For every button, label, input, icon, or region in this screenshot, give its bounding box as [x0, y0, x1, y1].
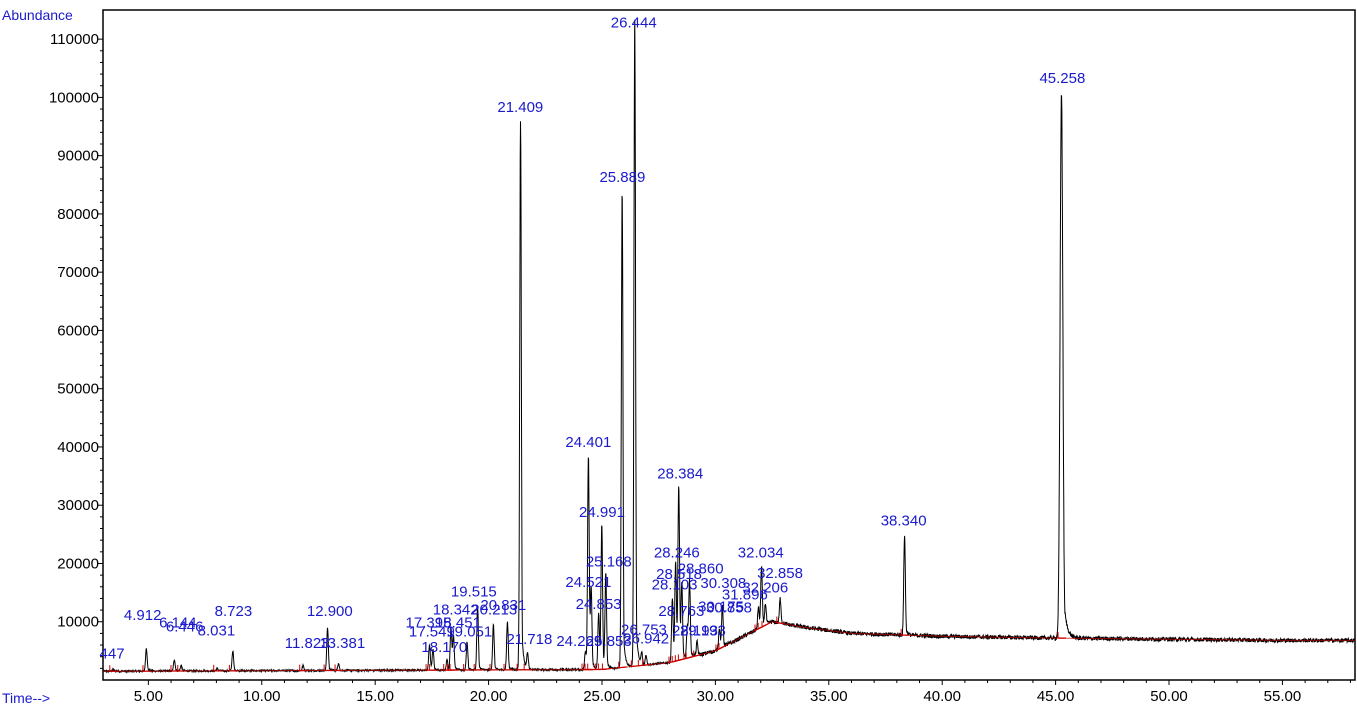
y-tick-label-10: 110000 [50, 31, 99, 48]
peak-label-31: 28.246 [654, 545, 700, 562]
baseline-layer [102, 616, 1355, 672]
peak-label-36: 28.763 [658, 603, 704, 620]
peak-label-24: 24.991 [579, 504, 625, 521]
peak-label-22: 24.521 [565, 574, 611, 591]
axis-layer: 5.00 10.00 15.00 20.00 25.00 30.00 35.00 40.00 4… [49, 31, 1351, 705]
peak-label-10: 17.549 [409, 623, 455, 640]
peak-label-7: 13.381 [319, 635, 365, 652]
plot-frame [102, 9, 1356, 681]
y-tick-label-4: 50000 [57, 381, 99, 398]
peak-label-26: 25.853 [586, 633, 632, 650]
peak-label-5: 8.723 [215, 603, 253, 620]
peak-label-37: 28.193 [672, 623, 718, 640]
peak-label-9: 17.395 [406, 615, 452, 632]
peak-label-25: 25.168 [586, 553, 632, 570]
baseline-curve [102, 621, 1355, 672]
peak-label-1: 4.912 [124, 607, 162, 624]
peak-label-12: 18.342 [433, 602, 479, 619]
x-tick-label-2: 15.00 [356, 688, 394, 705]
peak-label-20: 24.269 [556, 633, 602, 650]
peak-label-39: 30.308 [700, 575, 746, 592]
peak-label-40: 30.175 [698, 598, 744, 615]
y-tick-label-2: 30000 [57, 497, 99, 514]
peak-label-44: 32.206 [742, 580, 788, 597]
y-tick-label-6: 70000 [57, 264, 99, 281]
peak-label-19: 21.718 [506, 631, 552, 648]
peak-label-42: 31.896 [722, 587, 768, 604]
peak-label-17: 20.831 [480, 597, 526, 614]
x-tick-label-9: 50.00 [1150, 688, 1188, 705]
peak-label-6: 11.823 [285, 635, 330, 652]
peak-label-18: 21.409 [497, 99, 543, 116]
peak-label-0: 447 [100, 645, 125, 662]
peak-label-4: 8.031 [198, 623, 236, 640]
peak-label-41: 30.858 [706, 599, 752, 616]
peak-label-23: 24.853 [576, 596, 622, 613]
x-axis-title: Time--> [2, 690, 50, 706]
x-tick-label-4: 25.00 [583, 688, 621, 705]
peak-label-16: 20.213 [471, 602, 517, 619]
peak-label-30: 26.942 [623, 630, 669, 647]
peak-label-13: 18.451 [435, 615, 481, 632]
peak-label-8: 12.900 [307, 603, 353, 620]
x-tick-label-3: 20.00 [470, 688, 508, 705]
peak-label-21: 24.401 [565, 434, 611, 451]
peak-label-15: 19.515 [451, 584, 497, 601]
peak-label-47: 45.258 [1039, 70, 1085, 87]
plot-border [102, 9, 1356, 681]
peak-label-32: 28.384 [657, 465, 703, 482]
y-tick-label-8: 90000 [57, 148, 99, 165]
y-tick-label-5: 60000 [57, 322, 99, 339]
peak-label-27: 25.889 [599, 169, 645, 186]
peak-label-3: 6.446 [166, 619, 204, 636]
peak-label-38: 29.193 [680, 623, 726, 640]
peak-label-14: 19.051 [446, 623, 492, 640]
y-tick-label-1: 20000 [57, 555, 99, 572]
y-axis-title: Abundance [2, 7, 73, 23]
peak-label-46: 38.340 [881, 513, 927, 530]
x-tick-label-10: 55.00 [1264, 688, 1302, 705]
y-tick-label-0: 10000 [57, 614, 99, 631]
peak-label-28: 26.444 [611, 14, 657, 31]
peak-label-29: 26.753 [621, 622, 667, 639]
peak-label-43: 32.034 [738, 545, 784, 562]
x-tick-label-0: 5.00 [134, 688, 163, 705]
x-tick-label-8: 45.00 [1037, 688, 1075, 705]
y-tick-label-7: 80000 [57, 206, 99, 223]
peak-label-45: 32.858 [757, 565, 803, 582]
peak-label-33: 28.103 [652, 577, 698, 594]
y-tick-label-3: 40000 [57, 439, 99, 456]
x-tick-label-5: 30.00 [697, 688, 735, 705]
peak-label-11: 18.170 [421, 639, 467, 656]
peak-label-34: 28.518 [656, 566, 702, 583]
x-tick-label-7: 40.00 [923, 688, 961, 705]
x-tick-label-6: 35.00 [810, 688, 848, 705]
peak-label-2: 6.144 [159, 615, 197, 632]
peak-label-35: 28.860 [678, 560, 724, 577]
y-tick-label-9: 100000 [49, 89, 99, 106]
x-tick-label-1: 10.00 [243, 688, 281, 705]
